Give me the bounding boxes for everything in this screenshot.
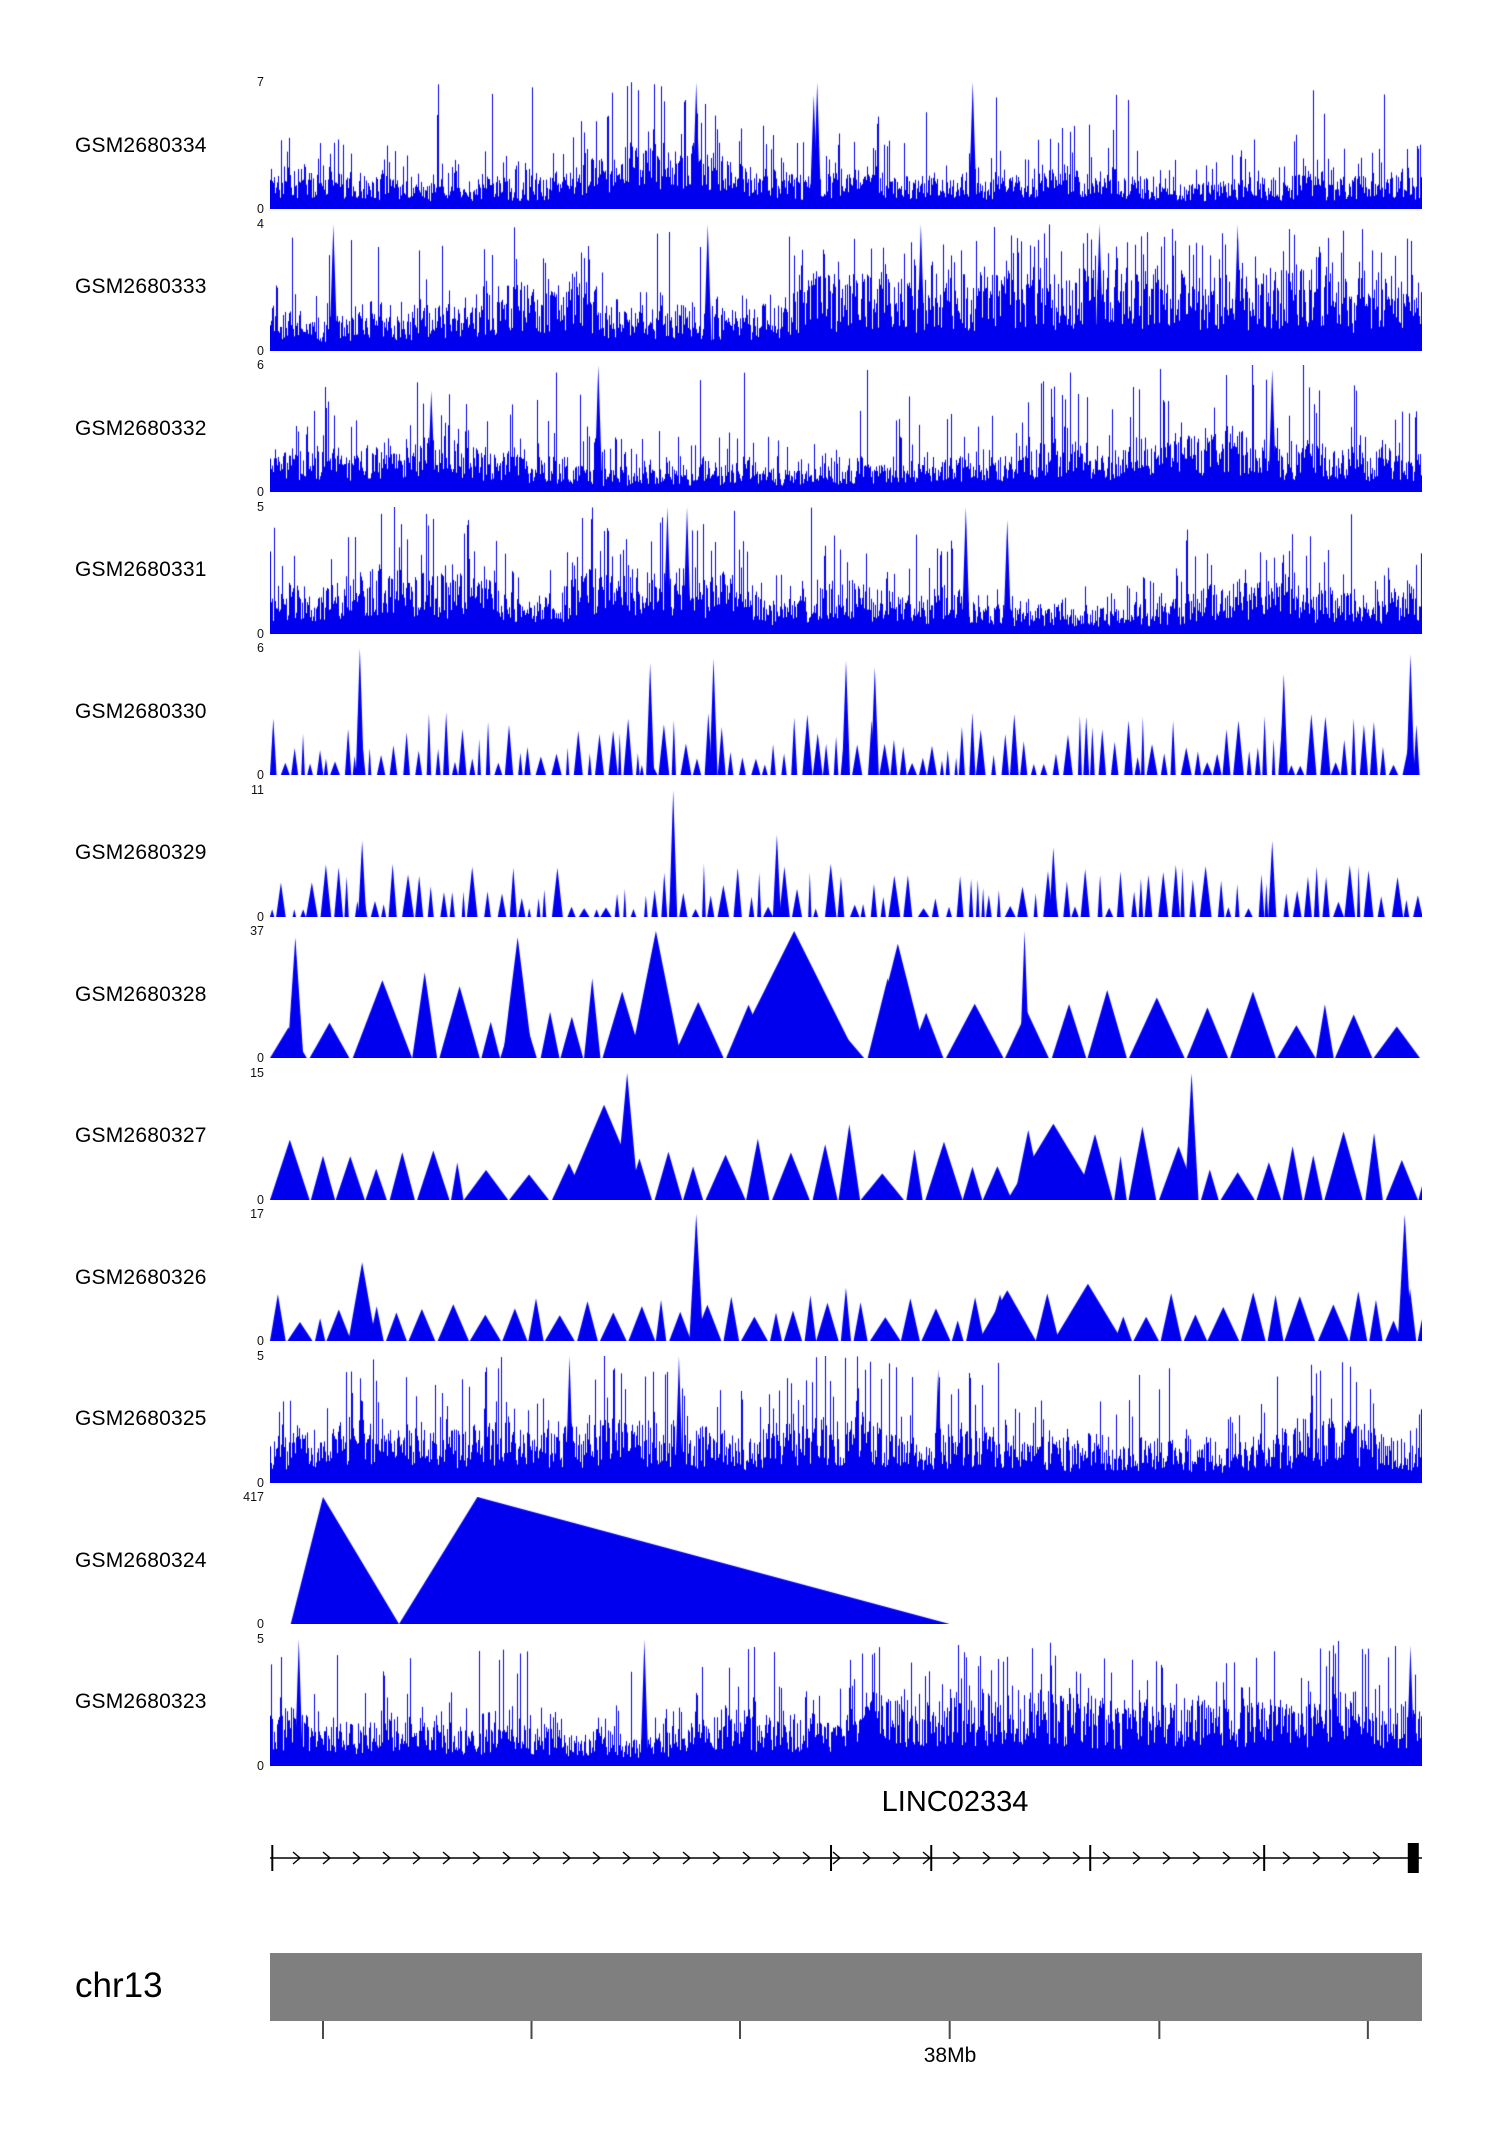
y-axis-min: 0: [257, 1192, 264, 1207]
track-label: GSM2680328: [75, 982, 207, 1006]
y-axis-min: 0: [257, 1758, 264, 1773]
coverage-tracks: GSM2680334 7 0 GSM2680333 4 0 GSM2680332…: [0, 75, 1500, 1842]
y-axis-max: 17: [250, 1207, 264, 1221]
track-plot: 15 0: [250, 1066, 1422, 1207]
track-plot: 4 0: [257, 217, 1422, 358]
coverage-signal: [270, 82, 1422, 209]
y-axis-max: 37: [250, 924, 264, 938]
y-axis-min: 0: [257, 768, 264, 782]
track-row: GSM2680333 4 0: [0, 217, 1500, 358]
y-axis-max: 5: [257, 1631, 264, 1646]
track-plot: 5 0: [257, 1632, 1422, 1773]
coverage-signal: [270, 648, 1422, 775]
track-row: GSM2680327 15 0: [0, 1066, 1500, 1207]
track-plot: 11 0: [251, 783, 1422, 924]
coverage-signal: [270, 506, 1422, 634]
chromosome-ideogram: [270, 1953, 1422, 2021]
y-axis-min: 0: [257, 343, 264, 358]
coverage-signal: [270, 223, 1422, 351]
coverage-signal: [270, 365, 1422, 492]
track-label: GSM2680332: [75, 416, 207, 440]
track-row: GSM2680330 6 0: [0, 641, 1500, 782]
chromosome-axis-ticks: [321, 2021, 1369, 2039]
y-axis-max: 6: [257, 641, 264, 655]
chromosome-label: chr13: [75, 1966, 163, 2005]
y-axis-max: 15: [250, 1065, 264, 1080]
track-row: GSM2680331 5 0: [0, 500, 1500, 641]
track-label: GSM2680334: [75, 133, 207, 157]
track-row: GSM2680323 5 0: [0, 1632, 1500, 1773]
y-axis-max: 11: [251, 782, 264, 797]
track-plot: 7 0: [257, 75, 1422, 216]
y-axis-max: 5: [257, 499, 264, 514]
y-axis-min: 0: [257, 1051, 264, 1065]
track-label: GSM2680326: [75, 1265, 207, 1289]
track-row: GSM2680325 5 0: [0, 1349, 1500, 1490]
y-axis-max: 6: [257, 358, 264, 372]
y-axis-min: 0: [257, 485, 264, 499]
position-label: 38Mb: [923, 2044, 977, 2067]
track-plot: 417 0: [243, 1490, 1422, 1631]
y-axis-max: 417: [243, 1490, 264, 1504]
y-axis-min: 0: [257, 1334, 264, 1348]
track-row: GSM2680326 17 0: [0, 1207, 1500, 1348]
track-label: GSM2680324: [75, 1548, 207, 1572]
coverage-signal: [270, 1214, 1422, 1341]
y-axis-min: 0: [257, 202, 264, 216]
track-label: GSM2680327: [75, 1124, 207, 1147]
track-plot: 5 0: [257, 500, 1422, 641]
coverage-signal: [270, 1638, 1422, 1766]
y-axis-max: 5: [257, 1348, 264, 1363]
coverage-signal: [270, 1072, 1422, 1200]
y-axis-min: 0: [257, 909, 264, 924]
y-axis-min: 0: [257, 1617, 264, 1631]
track-row: GSM2680328 37 0: [0, 924, 1500, 1065]
gene-structure-track: [270, 1843, 1422, 1873]
track-row: GSM2680332 6 0: [0, 358, 1500, 499]
track-plot: 6 0: [257, 358, 1422, 499]
coverage-signal: [270, 1355, 1422, 1483]
track-label: GSM2680330: [75, 699, 207, 723]
y-axis-min: 0: [257, 1475, 264, 1490]
y-axis-min: 0: [257, 626, 264, 641]
track-row: GSM2680324 417 0: [0, 1490, 1500, 1631]
track-label: GSM2680325: [75, 1407, 207, 1430]
track-plot: 6 0: [257, 641, 1422, 782]
track-label: GSM2680331: [75, 558, 207, 581]
track-row: GSM2680334 7 0: [0, 75, 1500, 216]
track-label: GSM2680329: [75, 841, 207, 864]
y-axis-max: 4: [257, 216, 264, 231]
gene-name: LINC02334: [881, 1786, 1029, 1818]
track-plot: 17 0: [250, 1207, 1422, 1348]
coverage-signal: [270, 931, 1422, 1058]
coverage-signal: [270, 1497, 1422, 1624]
track-row: GSM2680329 11 0: [0, 783, 1500, 924]
track-label: GSM2680323: [75, 1690, 207, 1713]
track-plot: 37 0: [250, 924, 1422, 1065]
track-plot: 5 0: [257, 1349, 1422, 1490]
y-axis-max: 7: [257, 75, 264, 89]
coverage-signal: [270, 789, 1422, 917]
track-label: GSM2680333: [75, 275, 207, 298]
